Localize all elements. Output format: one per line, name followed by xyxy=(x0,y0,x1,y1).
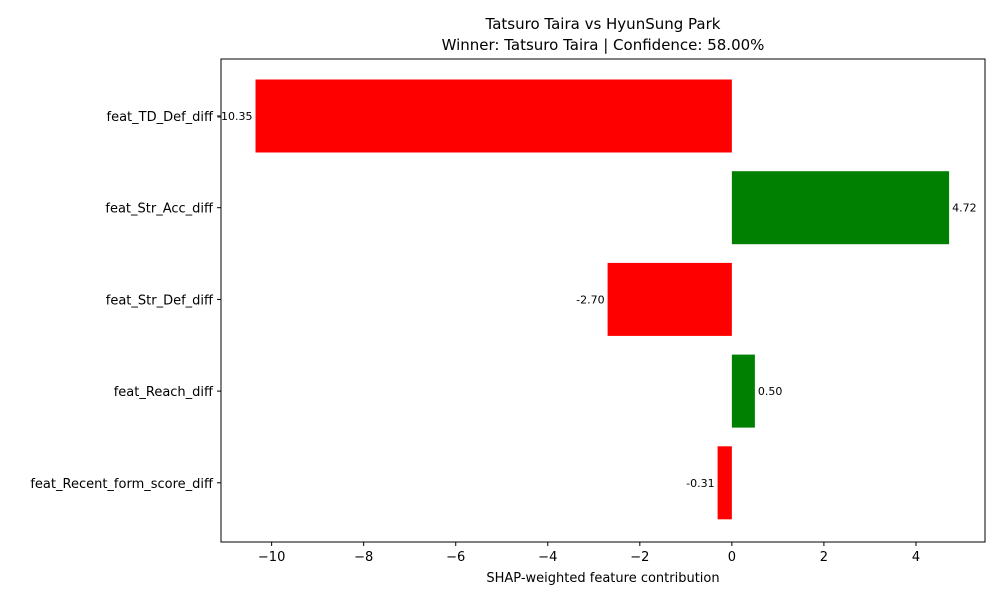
bar-3 xyxy=(607,262,732,336)
value-label-4: 0.50 xyxy=(758,385,783,398)
chart-subtitle: Winner: Tatsuro Taira | Confidence: 58.0… xyxy=(442,36,765,54)
x-tick-label-8: 4 xyxy=(912,550,920,565)
bar-2 xyxy=(731,171,950,245)
x-tick-label-4: −4 xyxy=(538,550,557,565)
value-label-2: 4.72 xyxy=(952,202,977,215)
x-tick-label-3: −6 xyxy=(446,550,465,565)
y-tick-label-3: feat_Str_Def_diff xyxy=(106,293,214,308)
bars-group xyxy=(255,79,950,520)
chart-title: Tatsuro Taira vs HyunSung Park xyxy=(485,15,721,33)
bar-4 xyxy=(731,354,755,428)
value-label-3: -2.70 xyxy=(576,293,604,306)
value-label-1: -10.35 xyxy=(217,110,252,123)
y-axis: feat_TD_Def_diff feat_Str_Acc_diff feat_St… xyxy=(30,110,221,492)
x-axis-label: SHAP-weighted feature contribution xyxy=(486,571,719,586)
value-label-5: -0.31 xyxy=(686,477,714,490)
y-tick-label-5: feat_Recent_form_score_diff xyxy=(30,477,214,492)
x-tick-label-2: −8 xyxy=(354,550,373,565)
x-tick-label-7: 2 xyxy=(820,550,828,565)
y-tick-label-4: feat_Reach_diff xyxy=(114,385,214,400)
bar-1 xyxy=(255,79,732,153)
x-tick-label-1: −10 xyxy=(258,550,285,565)
x-tick-label-6: 0 xyxy=(728,550,736,565)
bar-5 xyxy=(717,446,732,520)
x-axis: −10 −8 −6 −4 −2 0 2 4 xyxy=(258,542,920,565)
x-tick-label-5: −2 xyxy=(630,550,649,565)
value-labels-group: -10.35 4.72 -2.70 0.50 -0.31 xyxy=(217,110,977,490)
plot-frame xyxy=(220,58,986,543)
y-tick-label-1: feat_TD_Def_diff xyxy=(107,110,215,125)
y-tick-label-2: feat_Str_Acc_diff xyxy=(105,202,214,217)
